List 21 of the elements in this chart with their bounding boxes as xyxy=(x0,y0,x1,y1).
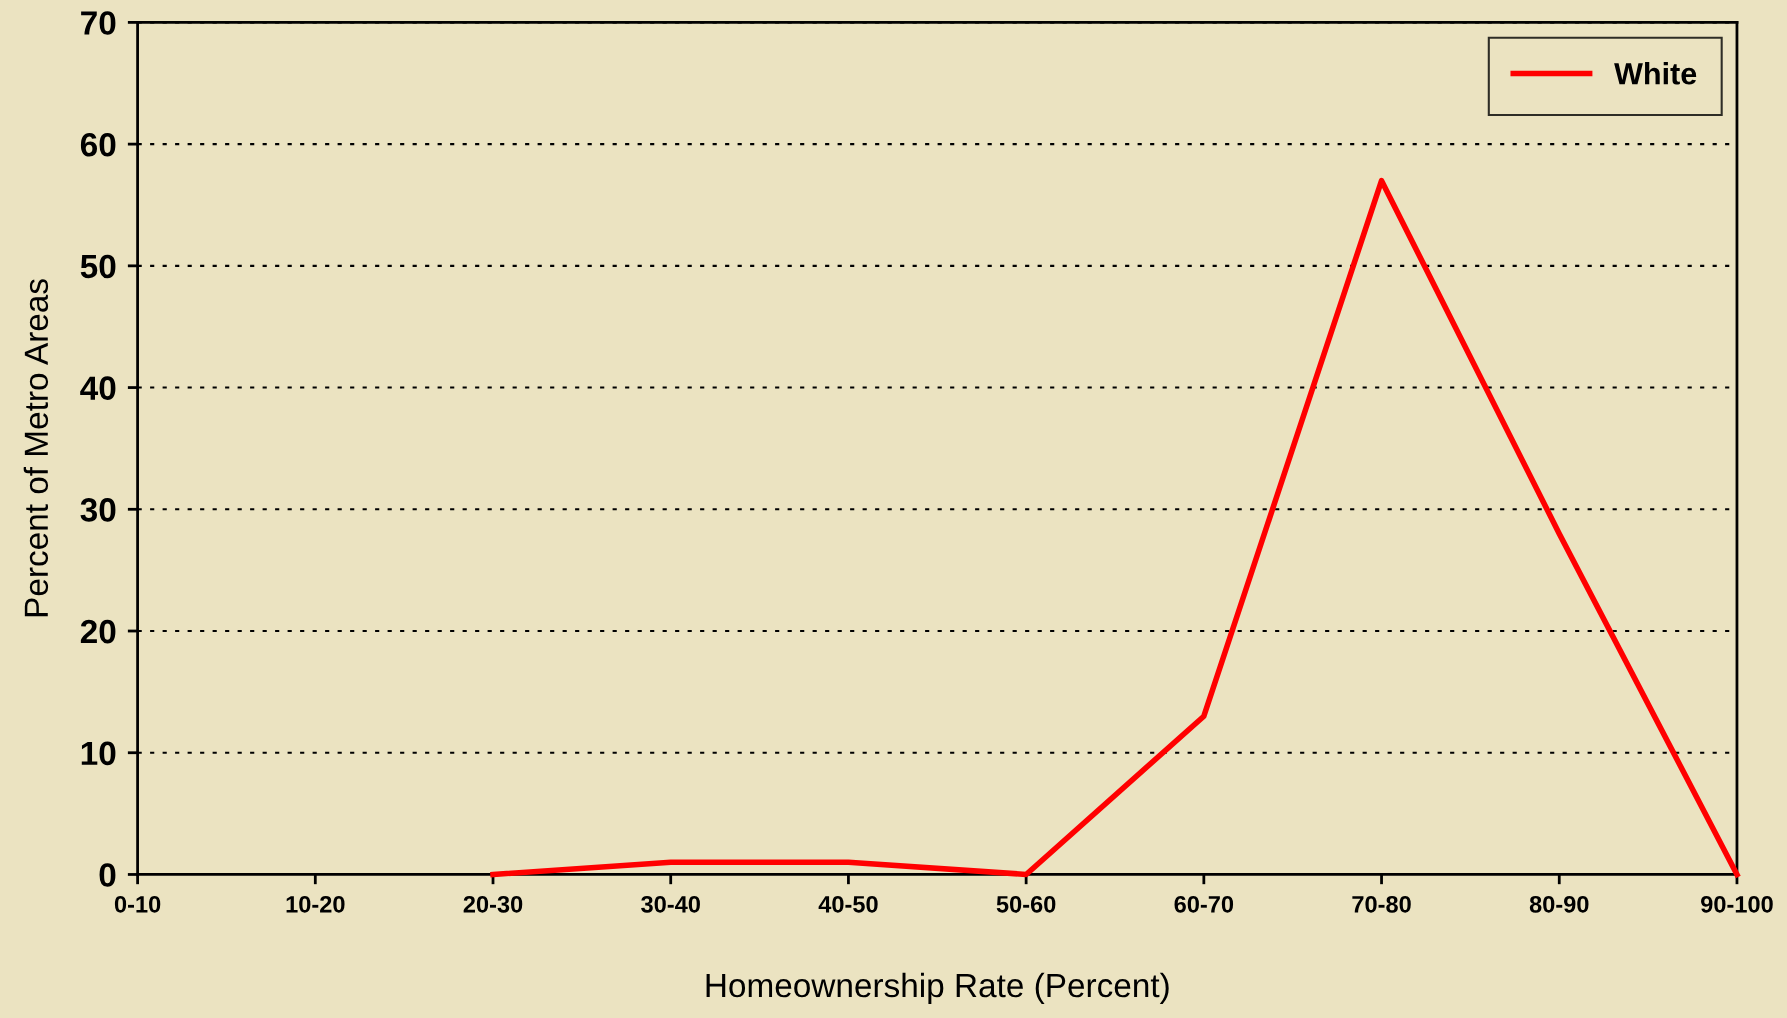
y-axis-title: Percent of Metro Areas xyxy=(23,279,49,617)
y-tick-label: 30 xyxy=(80,498,116,522)
y-tick-label: 60 xyxy=(80,132,116,157)
x-tick-label: 60-70 xyxy=(1174,895,1234,913)
x-tick-label: 90-100 xyxy=(1701,895,1773,913)
y-tick-label: 10 xyxy=(81,741,116,766)
x-tick-label: 40-50 xyxy=(818,895,878,913)
x-tick-label: 80-90 xyxy=(1529,895,1589,913)
x-tick-label: 20-30 xyxy=(463,895,523,913)
x-tick-label: 30-40 xyxy=(641,895,700,913)
x-axis-title: Homeownership Rate (Percent) xyxy=(706,972,1169,1004)
x-tick-label: 0-10 xyxy=(114,895,161,913)
x-tick-label: 10-20 xyxy=(286,895,345,913)
x-tick-label: 70-80 xyxy=(1352,895,1411,913)
y-tick-label: 50 xyxy=(80,254,116,279)
y-tick-label: 20 xyxy=(80,619,116,644)
y-tick-label: 40 xyxy=(80,376,116,400)
legend-label: White xyxy=(1614,62,1697,85)
x-tick-label: 50-60 xyxy=(996,895,1056,913)
y-tick-label: 70 xyxy=(81,11,116,35)
y-tick-label: 0 xyxy=(99,863,116,887)
